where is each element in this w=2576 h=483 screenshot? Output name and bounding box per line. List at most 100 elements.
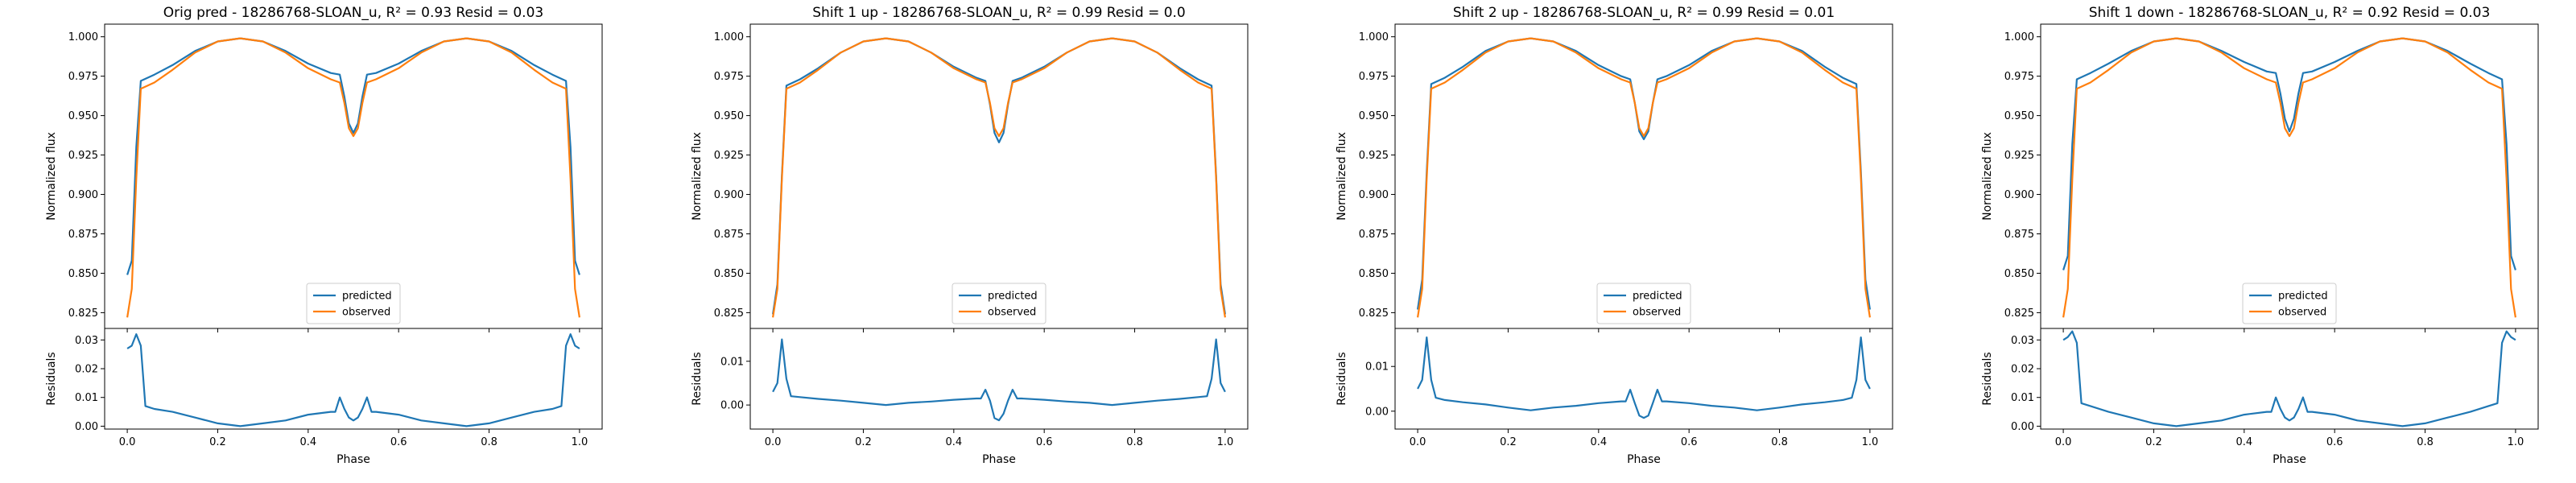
series-line-residuals [772,338,1226,422]
legend-label-predicted: predicted [1633,291,1682,303]
legend: predicted observed [952,283,1046,324]
bottom-xlabel: Phase [1627,453,1661,466]
top-ytick-label: 0.950 [1359,110,1389,122]
bottom-xtick-label: 1.0 [572,436,588,448]
bottom-ytick-label: 0.02 [75,364,98,376]
chart-title: Shift 2 up - 18286768-SLOAN_u, R² = 0.99… [1453,5,1835,21]
bottom-xtick-label: 0.0 [119,436,136,448]
bottom-xtick-label: 0.2 [1500,436,1517,448]
bottom-xtick-label: 1.0 [1862,436,1879,448]
bottom-ylabel: Residuals [1335,352,1348,405]
top-ytick-label: 0.825 [1359,308,1389,320]
bottom-ylabel: Residuals [45,352,58,405]
top-ytick-label: 0.875 [2004,229,2034,241]
bottom-ytick-label: 0.01 [2011,392,2034,404]
legend: predicted observed [1596,283,1691,324]
top-ytick-label: 0.925 [714,150,744,162]
bottom-xlabel: Phase [982,453,1016,466]
bottom-ytick-label: 0.01 [1365,361,1389,374]
top-ytick-label: 0.975 [68,71,98,83]
top-ytick-label: 1.000 [714,31,744,43]
series-line-residuals [2062,330,2516,427]
bottom-ylabel: Residuals [691,352,704,405]
bottom-xtick-label: 0.8 [1126,436,1143,448]
bottom-xlabel: Phase [2273,453,2306,466]
top-ytick-label: 0.950 [2004,110,2034,122]
subplot-4: Shift 1 down - 18286768-SLOAN_u, R² = 0.… [1981,5,2539,466]
subplot-2: Shift 1 up - 18286768-SLOAN_u, R² = 0.99… [691,5,1249,466]
bottom-xtick-label: 0.2 [2145,436,2162,448]
bottom-ylabel: Residuals [1981,352,1994,405]
series-line-predicted [1417,37,1871,310]
bottom-ytick-label: 0.00 [75,421,98,433]
top-ytick-label: 1.000 [1359,31,1389,43]
series-line-observed [772,37,1226,318]
top-ytick-label: 0.850 [714,268,744,280]
bottom-xtick-label: 1.0 [2508,436,2524,448]
top-ytick-label: 0.825 [68,308,98,320]
legend-box [2242,283,2337,324]
bottom-xtick-label: 0.8 [481,436,497,448]
top-ytick-label: 0.825 [714,308,744,320]
top-ytick-label: 0.825 [2004,308,2034,320]
bottom-xtick-label: 0.6 [2326,436,2343,448]
chart-title: Shift 1 down - 18286768-SLOAN_u, R² = 0.… [2089,5,2491,21]
legend-label-predicted: predicted [988,291,1038,303]
series-line-residuals [126,333,580,427]
bottom-xtick-label: 0.6 [1681,436,1698,448]
legend-box [306,283,401,324]
legend-label-predicted: predicted [342,291,392,303]
top-ytick-label: 0.975 [2004,71,2034,83]
bottom-ytick-label: 0.00 [1365,406,1389,418]
top-ytick-label: 0.925 [1359,150,1389,162]
bottom-xtick-label: 0.8 [1771,436,1788,448]
top-ytick-label: 0.850 [68,268,98,280]
bottom-xtick-label: 0.6 [390,436,407,448]
top-ytick-label: 0.950 [68,110,98,122]
top-ytick-label: 0.900 [1359,189,1389,201]
bottom-xtick-label: 0.8 [2417,436,2434,448]
chart-title: Shift 1 up - 18286768-SLOAN_u, R² = 0.99… [812,5,1186,21]
legend: predicted observed [306,283,401,324]
top-ytick-label: 0.875 [1359,229,1389,241]
top-ytick-label: 0.875 [714,229,744,241]
bottom-xtick-label: 0.4 [1590,436,1607,448]
series-line-predicted [126,37,580,275]
series-line-residuals [1417,336,1871,419]
subplot-3: Shift 2 up - 18286768-SLOAN_u, R² = 0.99… [1335,5,1893,466]
top-ylabel: Normalized flux [45,132,58,221]
top-ylabel: Normalized flux [691,132,704,221]
top-ytick-label: 0.925 [2004,150,2034,162]
top-ytick-label: 0.900 [2004,189,2034,201]
legend-label-observed: observed [342,307,390,319]
legend-label-predicted: predicted [2278,291,2328,303]
top-ytick-label: 0.850 [1359,268,1389,280]
top-ytick-label: 0.875 [68,229,98,241]
bottom-xtick-label: 0.4 [945,436,962,448]
bottom-ytick-label: 0.01 [75,392,98,404]
top-ytick-label: 0.950 [714,110,744,122]
top-ytick-label: 0.975 [714,71,744,83]
bottom-ytick-label: 0.03 [2011,335,2034,347]
bottom-xtick-label: 0.0 [1410,436,1426,448]
bottom-axes-frame [749,328,1249,430]
legend-box [952,283,1046,324]
bottom-xtick-label: 0.2 [209,436,226,448]
legend: predicted observed [2242,283,2337,324]
legend-label-observed: observed [988,307,1036,319]
bottom-ytick-label: 0.02 [2011,364,2034,376]
chart-title: Orig pred - 18286768-SLOAN_u, R² = 0.93 … [163,5,543,21]
series-line-observed [1417,37,1871,318]
top-ytick-label: 1.000 [68,31,98,43]
top-ytick-label: 1.000 [2004,31,2034,43]
bottom-ytick-label: 0.00 [2011,421,2034,433]
bottom-ytick-label: 0.01 [720,356,744,368]
series-line-observed [126,37,580,318]
bottom-ytick-label: 0.03 [75,335,98,347]
top-ytick-label: 0.925 [68,150,98,162]
legend-label-observed: observed [2278,307,2326,319]
series-line-predicted [2062,37,2516,270]
bottom-xtick-label: 0.2 [855,436,872,448]
